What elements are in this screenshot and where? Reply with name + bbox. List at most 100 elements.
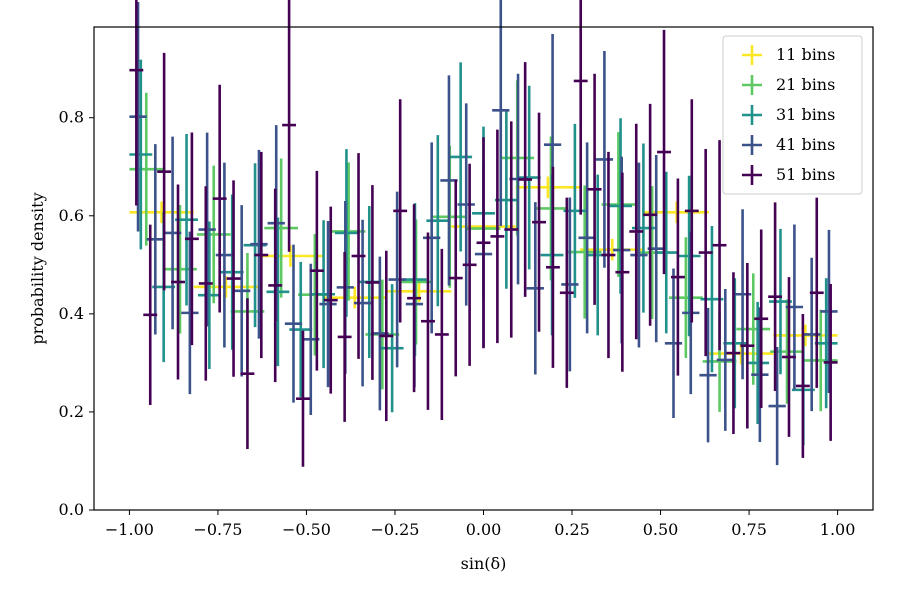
data-point — [768, 347, 786, 466]
x-tick-label: −1.00 — [105, 520, 154, 539]
data-point — [457, 103, 475, 306]
data-point — [129, 1, 147, 232]
data-point — [823, 283, 838, 441]
data-point — [423, 142, 441, 334]
data-point — [677, 175, 701, 337]
legend-label: 31 bins — [776, 105, 835, 124]
legend-entry: 41 bins — [742, 135, 835, 155]
legend-entry: 51 bins — [742, 165, 835, 185]
data-point — [393, 99, 408, 323]
legend-label: 41 bins — [776, 135, 835, 154]
data-point — [448, 179, 463, 377]
data-point — [171, 184, 185, 380]
data-point — [296, 330, 310, 467]
data-point — [143, 224, 158, 406]
legend-entry: 11 bins — [742, 45, 835, 65]
data-point — [768, 202, 783, 391]
data-point — [198, 132, 216, 327]
data-point — [282, 0, 297, 252]
x-tick-label: 0.50 — [643, 520, 679, 539]
x-tick-label: 0.75 — [731, 520, 767, 539]
data-point — [670, 178, 685, 376]
data-point — [212, 84, 227, 313]
data-point — [380, 284, 404, 413]
data-point — [795, 314, 810, 458]
data-point — [449, 62, 473, 252]
data-point — [809, 197, 824, 388]
data-point — [630, 162, 648, 348]
data-point — [559, 197, 574, 388]
data-point — [351, 153, 366, 359]
data-point — [266, 217, 290, 367]
data-point — [601, 132, 636, 277]
data-point — [129, 92, 164, 246]
data-point — [462, 163, 477, 366]
data-point — [504, 121, 519, 338]
data-point — [654, 171, 678, 334]
data-point — [322, 286, 387, 309]
data-point — [615, 172, 630, 372]
data-point — [814, 278, 838, 409]
x-tick-label: −0.50 — [282, 520, 331, 539]
y-tick-label: 0.4 — [59, 304, 84, 323]
legend-label: 51 bins — [776, 165, 835, 184]
data-point — [319, 220, 337, 388]
y-tick-label: 0.6 — [59, 206, 84, 225]
data-point — [526, 202, 544, 375]
legend-entry: 21 bins — [742, 75, 835, 95]
data-point — [601, 151, 616, 359]
data-point — [587, 73, 602, 305]
data-point — [337, 251, 352, 422]
data-point — [181, 231, 199, 395]
data-point — [233, 205, 251, 377]
data-point — [517, 85, 541, 270]
series-3 — [129, 59, 838, 446]
data-point — [407, 204, 422, 393]
data-point — [379, 250, 394, 422]
data-point — [421, 232, 435, 410]
data-point — [712, 140, 727, 351]
data-point — [184, 132, 199, 346]
y-tick-label: 0.2 — [59, 402, 84, 421]
data-point — [264, 158, 299, 298]
data-point — [746, 301, 770, 424]
data-point — [561, 197, 579, 372]
data-point — [250, 149, 268, 339]
data-point — [476, 137, 491, 349]
x-axis-label: sin(δ) — [461, 554, 507, 573]
data-point — [197, 221, 221, 369]
data-point — [751, 307, 769, 443]
data-point — [684, 99, 699, 323]
legend-label: 21 bins — [776, 75, 835, 94]
legend-label: 11 bins — [776, 45, 835, 64]
data-point — [323, 206, 338, 394]
data-marks — [129, 0, 838, 467]
data-point — [545, 166, 560, 368]
data-point — [740, 262, 755, 429]
legend-entry: 31 bins — [742, 105, 835, 125]
x-tick-label: −0.25 — [370, 520, 419, 539]
data-point — [157, 52, 172, 291]
x-tick-label: 0.00 — [466, 520, 502, 539]
data-point — [492, 0, 510, 227]
data-point — [240, 298, 255, 450]
legend-box — [722, 35, 863, 195]
legend: 11 bins 21 bins 31 bins 41 bins 51 bins — [722, 35, 863, 195]
data-point — [567, 185, 602, 319]
data-point — [726, 272, 741, 434]
data-point — [388, 191, 406, 368]
data-point — [532, 112, 546, 332]
data-point — [331, 162, 366, 301]
data-point — [754, 229, 769, 409]
x-tick-label: 1.00 — [820, 520, 856, 539]
data-point — [226, 180, 241, 377]
data-point — [664, 268, 683, 419]
data-point — [595, 51, 614, 268]
data-point — [129, 0, 144, 206]
data-point — [309, 170, 324, 371]
data-point — [490, 129, 505, 344]
data-point — [198, 186, 213, 381]
data-point — [578, 142, 596, 334]
data-point — [518, 62, 533, 297]
